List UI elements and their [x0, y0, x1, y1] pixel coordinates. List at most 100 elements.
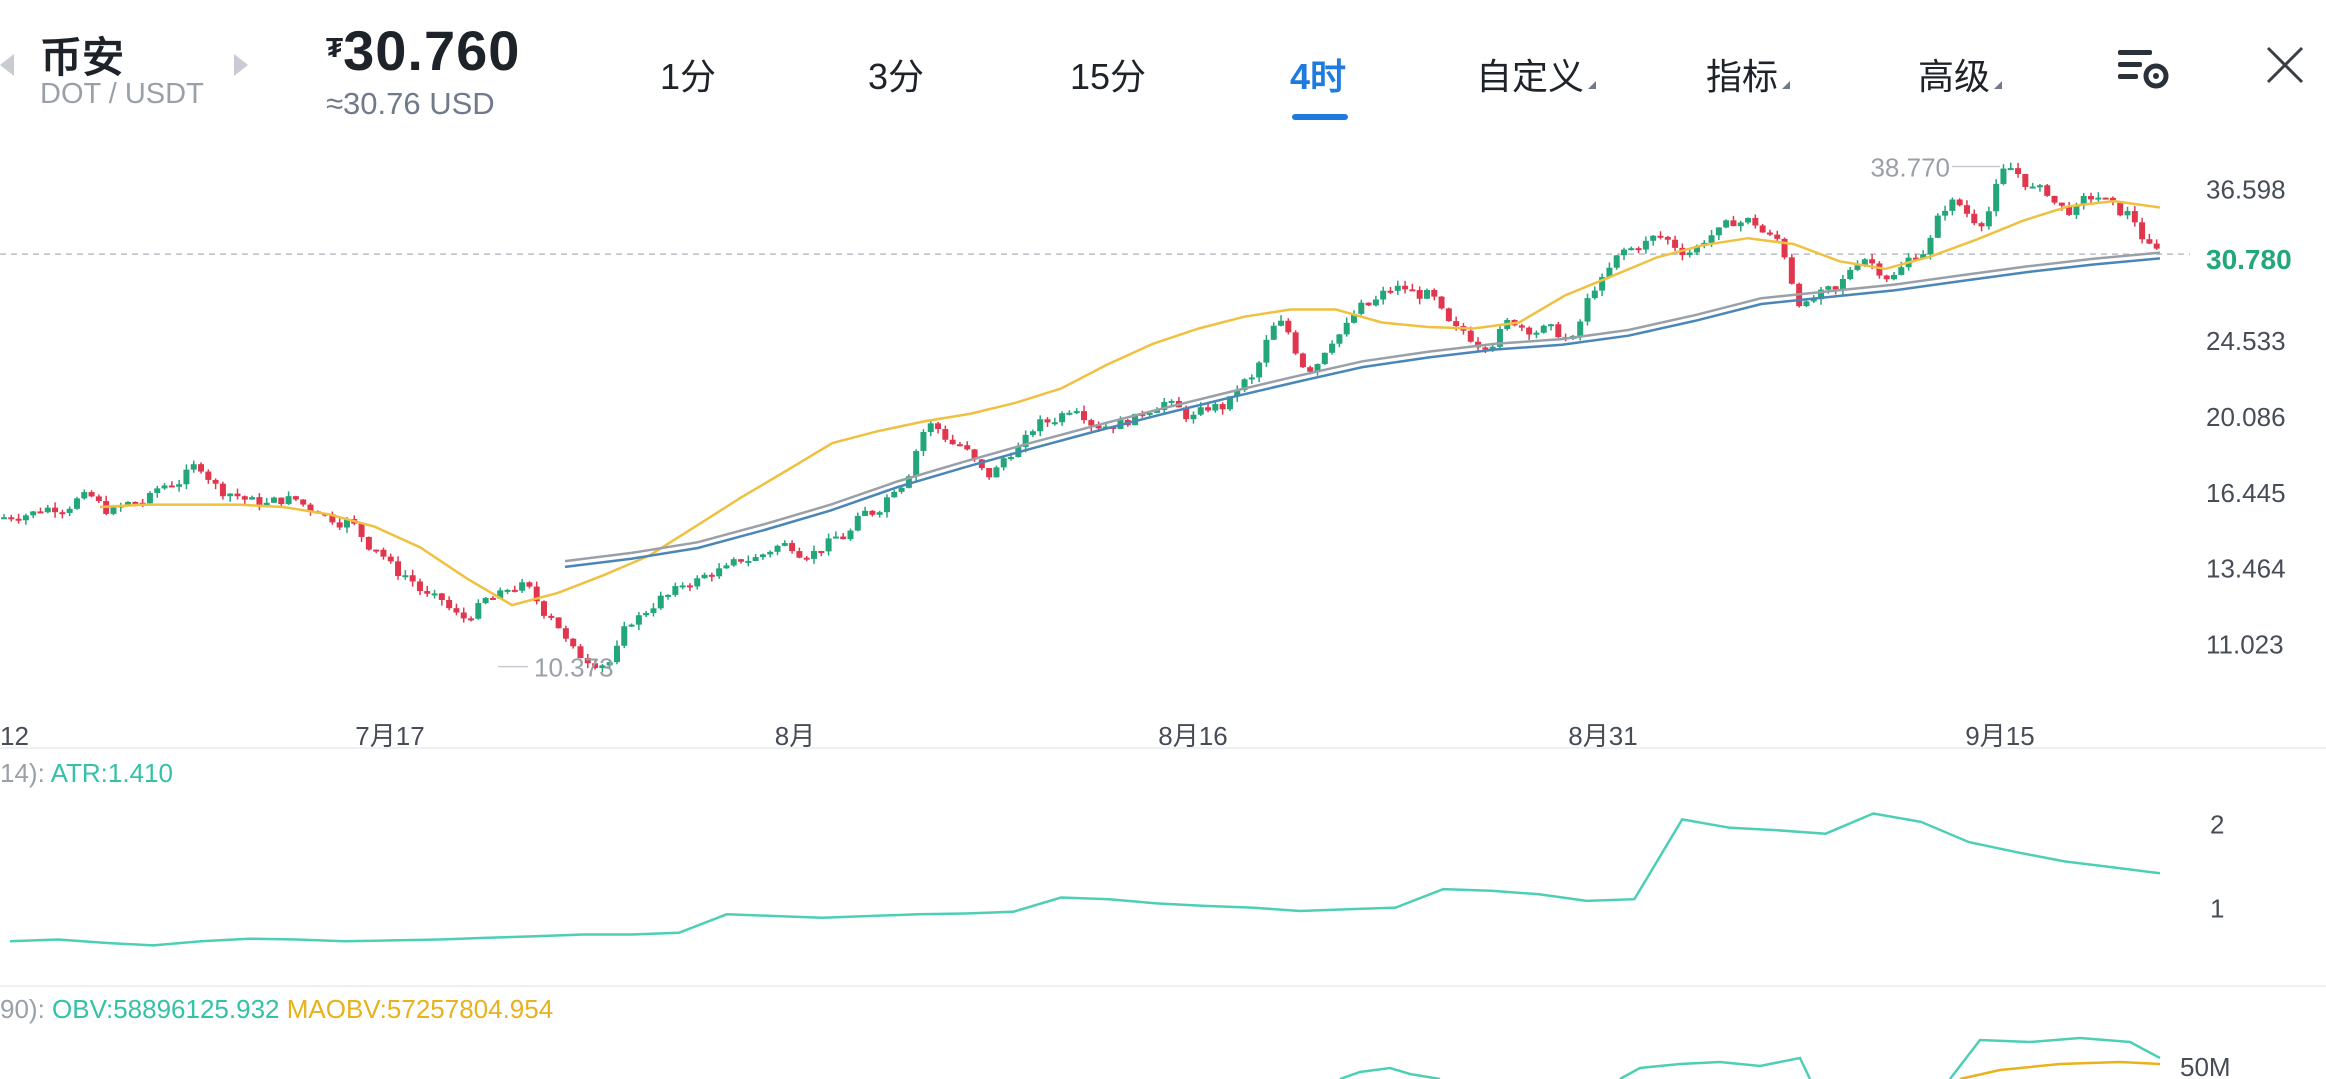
candle-body [562, 628, 569, 639]
candle-body [1803, 301, 1810, 307]
candle-body [694, 578, 701, 587]
tab-indicators[interactable]: 指标 [1706, 48, 1791, 100]
candle-body [460, 612, 467, 619]
candle-body [1372, 299, 1379, 306]
candle-body [183, 469, 190, 485]
tab-15m[interactable]: 15分 [1070, 56, 1147, 97]
candle-body [840, 536, 847, 540]
candle-body [446, 600, 453, 609]
candle-body [95, 496, 102, 502]
candle-body [920, 432, 927, 451]
candle-body [285, 496, 292, 505]
candle-body [935, 423, 942, 430]
candle-body [847, 530, 854, 540]
candle-body [44, 507, 51, 513]
candle-body [2095, 197, 2102, 200]
candle-body [723, 565, 730, 569]
candle-body [395, 561, 402, 577]
candle-body [402, 575, 409, 578]
candle-body [336, 522, 343, 528]
active-tab-indicator [1292, 114, 1348, 120]
candle-body [1059, 413, 1066, 423]
candle-body [1365, 302, 1372, 306]
x-tick-label: 8月 [775, 721, 815, 751]
candle-body [2036, 185, 2043, 188]
candle-body [1467, 330, 1474, 342]
candle-body [1073, 411, 1080, 414]
candle-body [862, 510, 869, 516]
candle-body [2117, 201, 2124, 216]
candle-body [234, 493, 241, 497]
candle-body [533, 586, 540, 602]
candle-body [657, 595, 664, 609]
currency-symbol: ₮ [326, 32, 344, 63]
candle-body [1380, 290, 1387, 300]
candle-body [1066, 412, 1073, 415]
candle-body [1183, 407, 1190, 420]
candle-body [1051, 422, 1058, 425]
chevron-right-icon[interactable] [234, 54, 248, 76]
tab-1m[interactable]: 1分 [660, 56, 717, 97]
candle-body [1285, 320, 1292, 333]
candle-body [1029, 431, 1036, 435]
candle-body [708, 574, 715, 577]
candle-body [497, 590, 504, 599]
candle-body [343, 519, 350, 528]
candle-body [1526, 327, 1533, 335]
candle-body [1730, 220, 1737, 227]
candle-body [876, 512, 883, 515]
chevron-left-icon[interactable] [0, 54, 14, 76]
atr-tick-label: 2 [2210, 810, 2224, 840]
atr-period: 14): [0, 758, 45, 788]
candle-body [2102, 197, 2109, 200]
obv-period: 90): [0, 994, 45, 1024]
candle-body [1292, 332, 1299, 354]
candle-body [1635, 248, 1642, 251]
candle-body [1088, 420, 1095, 426]
candle-body [738, 559, 745, 562]
tab-custom[interactable]: 自定义 [1476, 48, 1597, 100]
candle-body [1496, 328, 1503, 347]
candle-body [701, 574, 708, 579]
candle-body [1847, 269, 1854, 280]
atr-legend: 14): ATR:1.410 [0, 758, 173, 789]
candle-body [1774, 234, 1781, 239]
candle-body [803, 557, 810, 560]
candle-body [504, 589, 511, 592]
candle-body [2109, 197, 2116, 202]
candle-body [774, 545, 781, 552]
candle-body [271, 497, 277, 503]
candle-body [1715, 227, 1722, 236]
exchange-name: 币安 [40, 34, 125, 81]
candle-body [1423, 289, 1430, 299]
candle-body [1891, 274, 1897, 280]
tab-3m[interactable]: 3分 [868, 56, 925, 97]
candle-body [898, 487, 905, 492]
candle-body [1869, 259, 1876, 264]
candle-body [154, 488, 161, 493]
chart-settings-icon[interactable] [2116, 46, 2170, 90]
candle-body [453, 608, 460, 613]
tab-advanced[interactable]: 高级 [1918, 48, 2003, 100]
candle-body [1818, 289, 1825, 300]
candle-body [2139, 222, 2146, 240]
candle-body [1132, 413, 1139, 426]
candle-body [1533, 332, 1540, 335]
candle-body [73, 498, 80, 509]
candle-body [949, 439, 956, 445]
candle-body [905, 476, 912, 488]
candle-body [665, 594, 672, 597]
close-icon[interactable] [2262, 42, 2308, 88]
tab-4h[interactable]: 4时 [1290, 56, 1347, 97]
candle-body [767, 551, 774, 555]
candle-body [1985, 211, 1992, 227]
candle-body [1351, 313, 1357, 323]
ma-long-line [564, 257, 2161, 569]
y-tick-label: 16.445 [2206, 478, 2286, 508]
candle-body [1358, 302, 1365, 314]
candle-body [1971, 213, 1978, 224]
candle-body [1394, 285, 1401, 291]
price-value: 30.760 [343, 19, 521, 82]
candle-body [1241, 379, 1248, 391]
